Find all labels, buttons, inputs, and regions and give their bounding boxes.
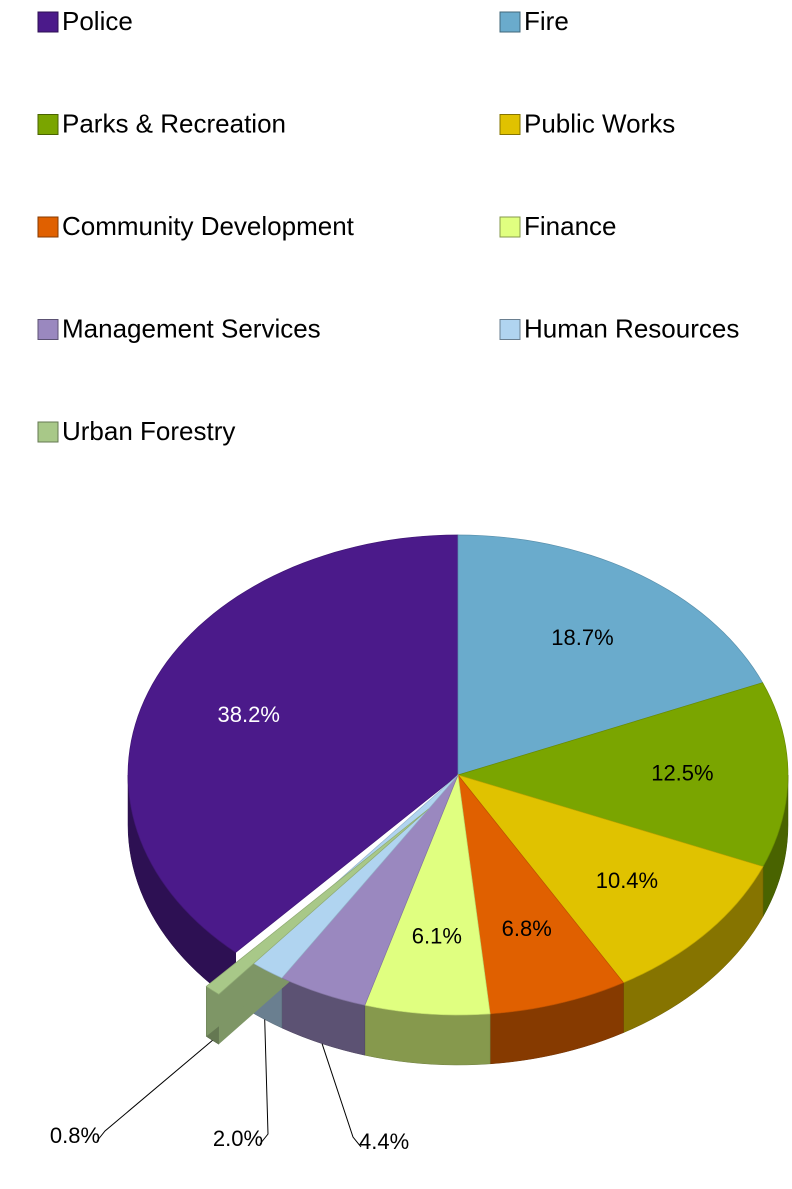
data-label: 12.5% xyxy=(651,761,713,786)
legend-swatch xyxy=(499,216,521,238)
slice xyxy=(457,534,764,776)
slice xyxy=(457,773,625,1015)
data-label: 2.0% xyxy=(213,1126,263,1151)
leader-line xyxy=(321,1043,362,1148)
slice xyxy=(127,534,459,953)
data-label: 6.1% xyxy=(412,923,462,948)
slice xyxy=(364,773,491,1016)
data-label: 18.7% xyxy=(551,625,613,650)
legend-label: Police xyxy=(62,6,133,36)
legend-label: Parks & Recreation xyxy=(62,108,286,138)
legend-swatch xyxy=(37,216,59,238)
legend-swatch xyxy=(499,114,521,135)
legend-label: Human Resources xyxy=(524,313,739,343)
data-label: 10.4% xyxy=(596,868,658,893)
legend-label: Management Services xyxy=(62,313,321,343)
legend-swatch xyxy=(37,421,59,443)
legend-label: Public Works xyxy=(524,108,675,138)
data-label: 4.4% xyxy=(359,1129,409,1154)
legend-label: Community Development xyxy=(62,211,355,241)
legend-swatch xyxy=(37,11,59,33)
slice xyxy=(205,808,429,995)
legend-swatch xyxy=(37,114,59,135)
legend-swatch xyxy=(499,319,521,340)
data-label: 0.8% xyxy=(50,1123,100,1148)
legend-swatch xyxy=(499,11,521,33)
leader-line xyxy=(96,1040,213,1142)
legend-label: Urban Forestry xyxy=(62,416,235,446)
legend-label: Fire xyxy=(524,6,569,36)
leader-line xyxy=(259,1019,269,1145)
slice xyxy=(457,774,764,984)
data-label: 6.8% xyxy=(502,916,552,941)
slice xyxy=(281,774,459,1006)
slice xyxy=(456,682,789,867)
legend-swatch xyxy=(37,319,59,340)
data-label: 38.2% xyxy=(218,702,280,727)
legend-label: Finance xyxy=(524,211,617,241)
